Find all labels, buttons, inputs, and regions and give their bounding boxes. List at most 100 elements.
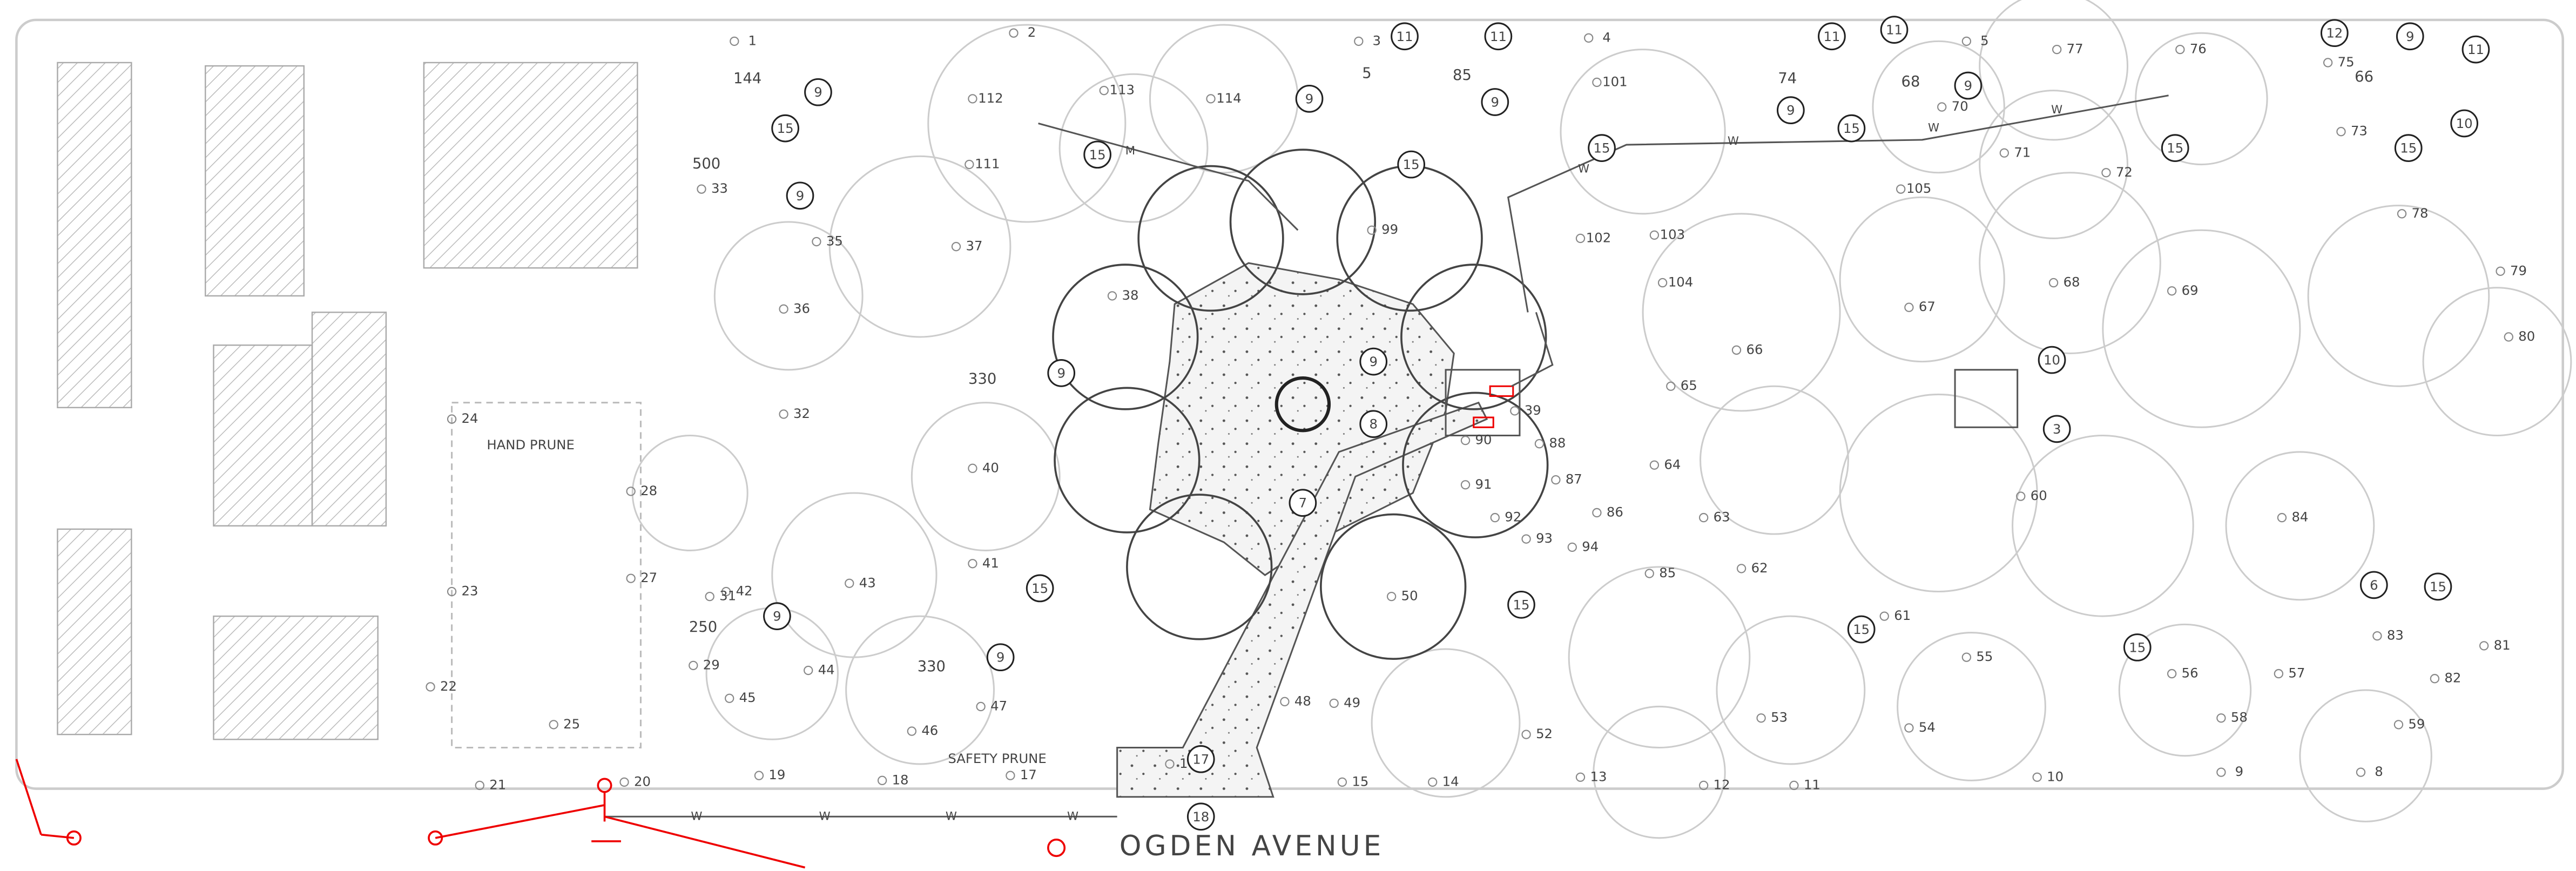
callout: 12 xyxy=(2326,25,2343,41)
tree-tag: 63 xyxy=(1714,509,1730,525)
tree-tag: 2 xyxy=(1028,24,1036,40)
utility-label: W xyxy=(1578,163,1589,176)
tree-symbol xyxy=(1646,569,1654,577)
area-label: 330 xyxy=(918,658,946,675)
callout: 9 xyxy=(1491,94,1499,110)
canopy xyxy=(772,493,936,657)
tree-symbol xyxy=(1732,346,1741,354)
tree-tag: 49 xyxy=(1344,694,1360,710)
callout: 15 xyxy=(1853,622,1870,637)
tree-tag: 114 xyxy=(1216,90,1241,106)
tree-tag: 62 xyxy=(1751,560,1768,576)
tree-symbol xyxy=(755,772,763,780)
tree-symbol xyxy=(779,305,787,313)
callout: 9 xyxy=(1964,78,1972,93)
tree-tag: 41 xyxy=(982,555,999,571)
tree-tag: 85 xyxy=(1659,565,1676,580)
tree-tag: 104 xyxy=(1668,274,1693,290)
tree-symbol xyxy=(2168,670,2176,678)
canopy xyxy=(1840,394,2037,591)
tree-tag: 38 xyxy=(1122,287,1138,303)
tree-tag: 1 xyxy=(748,32,757,48)
tree-tag: 102 xyxy=(1586,229,1611,245)
tree-tag: 101 xyxy=(1602,73,1627,89)
tree-tag: 19 xyxy=(768,767,785,782)
utility-label: W xyxy=(1928,121,1939,135)
note: SAFETY PRUNE xyxy=(948,751,1046,766)
tree-symbol xyxy=(1905,724,1913,732)
tree-symbol xyxy=(1280,698,1289,706)
tree-symbol xyxy=(845,579,853,588)
canopy xyxy=(1594,706,1725,838)
tree-symbol xyxy=(908,727,916,735)
play-circle xyxy=(1337,166,1482,311)
tree-symbol xyxy=(2049,279,2058,287)
street-label: OGDEN AVENUE xyxy=(1120,830,1385,862)
tree-symbol xyxy=(1535,440,1543,448)
tree-tag: 31 xyxy=(719,588,736,604)
tree-tag: 40 xyxy=(982,460,999,475)
tree-tag: 111 xyxy=(975,156,1000,172)
callout: 15 xyxy=(1594,140,1610,156)
tree-tag: 93 xyxy=(1536,530,1553,546)
tree-symbol xyxy=(2053,45,2061,53)
tree-tag: 76 xyxy=(2190,41,2207,57)
tree-symbol xyxy=(1658,279,1667,287)
tree-symbol xyxy=(706,592,714,600)
tree-tag: 56 xyxy=(2182,665,2199,681)
callout: 7 xyxy=(1299,495,1307,511)
tree-tag: 81 xyxy=(2494,637,2511,653)
callout: 9 xyxy=(796,188,804,204)
callout: 9 xyxy=(2406,29,2414,44)
tree-tag: 43 xyxy=(859,575,876,590)
tree-symbol xyxy=(2357,768,2365,777)
tree-tag: 69 xyxy=(2182,282,2199,298)
tree-symbol xyxy=(1568,543,1576,551)
area-label: 500 xyxy=(692,156,720,172)
tree-tag: 55 xyxy=(1976,649,1993,664)
canopy xyxy=(928,25,1125,222)
tree-symbol xyxy=(1100,86,1108,94)
tree-tag: 64 xyxy=(1664,456,1681,472)
tree-symbol xyxy=(1905,303,1913,312)
tree-tag: 23 xyxy=(462,583,478,598)
tree-tag: 45 xyxy=(739,690,756,705)
tree-tag: 42 xyxy=(736,583,753,598)
tree-symbol xyxy=(2168,287,2176,295)
buildings xyxy=(57,63,637,739)
tree-symbol xyxy=(1880,612,1889,620)
tree-canopies xyxy=(632,0,2571,838)
tree-tag: 46 xyxy=(921,723,938,738)
tree-symbol xyxy=(1354,37,1363,45)
tree-tag: 9 xyxy=(2235,764,2243,779)
tree-symbol xyxy=(1737,564,1745,572)
tree-symbol xyxy=(627,487,635,495)
tree-tag: 50 xyxy=(1401,588,1418,604)
tree-symbol xyxy=(1428,778,1437,786)
site-plan: OGDEN AVENUE HAND PRUNE SAFETY PRUNE 123… xyxy=(0,0,2576,871)
area-label: 68 xyxy=(1901,73,1920,90)
canopy xyxy=(912,403,1060,551)
tree-symbol xyxy=(878,777,886,785)
utility-label: W xyxy=(819,809,831,823)
tree-tag: 54 xyxy=(1919,719,1936,735)
callout: 10 xyxy=(2044,352,2060,368)
tree-symbol xyxy=(1006,772,1014,780)
tree-symbol xyxy=(2275,670,2283,678)
tree-tag: 53 xyxy=(1771,710,1788,725)
tree-tag: 59 xyxy=(2408,716,2425,732)
tree-tag: 36 xyxy=(793,300,810,316)
utility-label: W xyxy=(946,809,957,823)
tree-tag: 48 xyxy=(1294,693,1311,708)
tree-tag: 28 xyxy=(640,483,657,498)
tree-symbol xyxy=(2480,642,2488,650)
tree-symbol xyxy=(2395,720,2403,728)
tree-tag: 67 xyxy=(1919,299,1936,314)
canopy xyxy=(2013,436,2194,617)
tree-tag: 99 xyxy=(1381,221,1398,237)
tree-tag: 17 xyxy=(1020,767,1037,782)
tree-symbol xyxy=(968,559,976,568)
area-label: 74 xyxy=(1778,70,1797,87)
tree-symbol xyxy=(1650,461,1658,469)
tree-symbol xyxy=(550,720,558,728)
